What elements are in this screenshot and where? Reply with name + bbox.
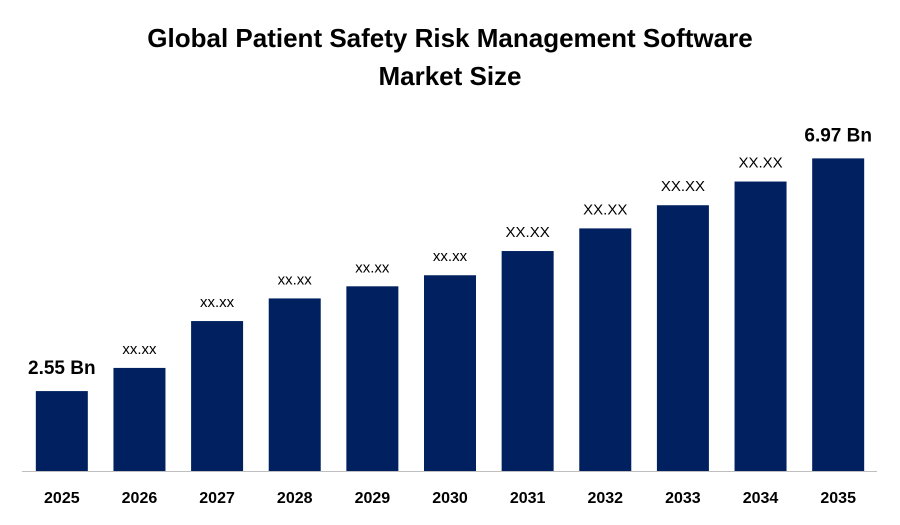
value-label: XX.XX [738, 155, 782, 172]
value-label: XX.XX [661, 178, 705, 195]
x-tick-label: 2027 [199, 490, 235, 507]
bar [656, 205, 709, 471]
value-label: xx.xx [278, 271, 313, 288]
value-label: XX.XX [583, 201, 627, 218]
x-tick-label: 2026 [122, 490, 158, 507]
x-tick-label: 2035 [820, 490, 856, 507]
x-tick-label: 2034 [743, 490, 779, 507]
value-label: xx.xx [433, 248, 468, 265]
value-label: 6.97 Bn [804, 125, 872, 146]
bar [113, 367, 166, 471]
bar [734, 181, 787, 471]
value-label: XX.XX [506, 224, 550, 241]
x-tick-label: 2032 [587, 490, 623, 507]
x-tick-label: 2030 [432, 490, 468, 507]
x-tick-label: 2033 [665, 490, 701, 507]
x-tick-label: 2028 [277, 490, 313, 507]
value-label: xx.xx [122, 341, 157, 358]
x-tick-label: 2031 [510, 490, 546, 507]
bar [191, 321, 244, 471]
bar [579, 228, 632, 471]
bar [424, 275, 476, 471]
bar [812, 158, 865, 471]
value-label: xx.xx [200, 294, 235, 311]
x-tick-label: 2029 [355, 490, 391, 507]
chart-title: Global Patient Safety Risk Management So… [147, 23, 752, 53]
bar [268, 298, 321, 471]
chart-title: Market Size [378, 61, 521, 91]
bar [346, 286, 399, 471]
value-label: xx.xx [355, 259, 390, 276]
x-tick-label: 2025 [44, 490, 80, 507]
bar [35, 391, 88, 471]
bar [501, 251, 554, 471]
value-label: 2.55 Bn [28, 358, 96, 379]
